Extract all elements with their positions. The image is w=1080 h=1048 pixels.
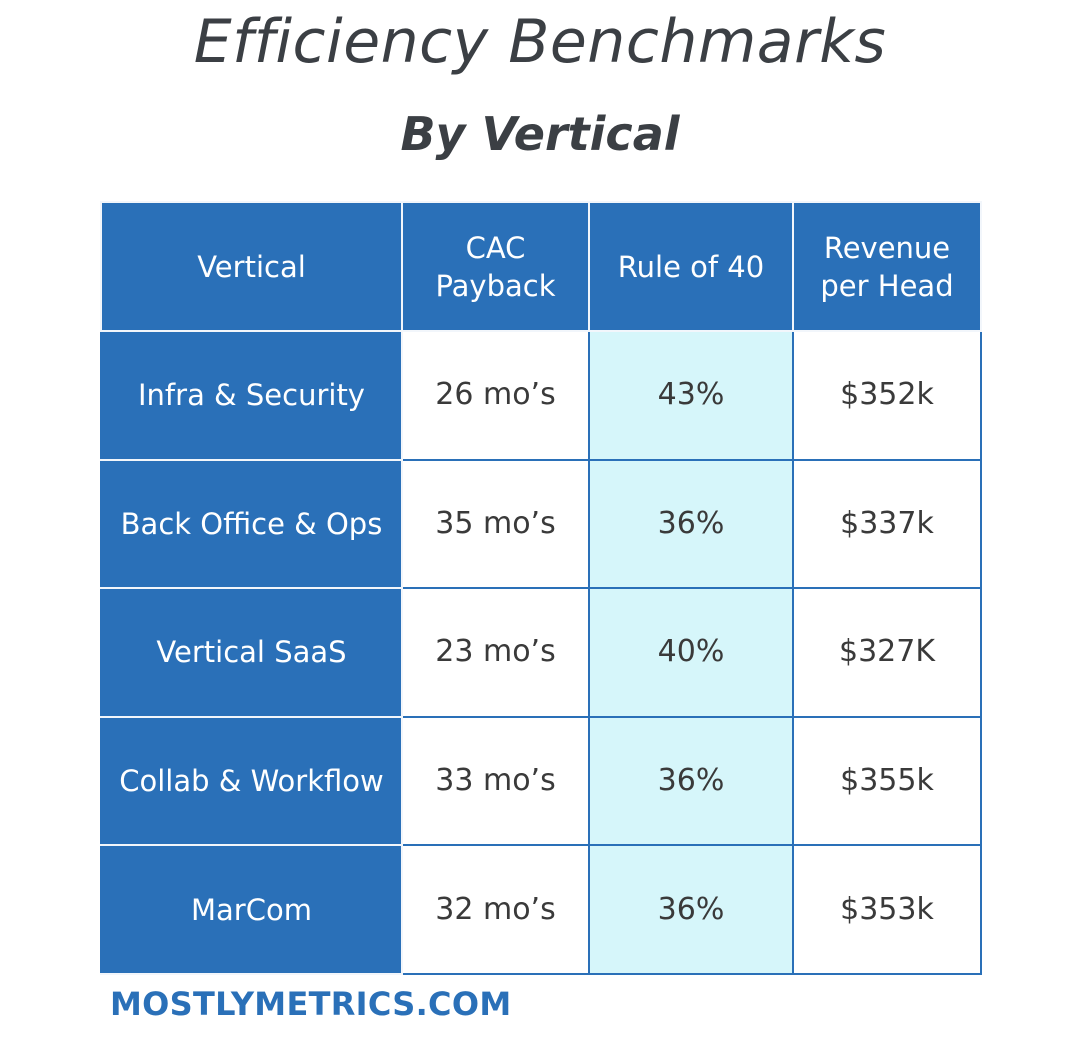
chart-subtitle: By Vertical [400,107,680,161]
cell-cac-payback: 35 mo’s [401,458,590,590]
table-row: Infra & Security 26 mo’s 43% $352k [100,330,982,461]
row-label-vertical: Vertical SaaS [100,587,403,718]
row-label-vertical: Back Office & Ops [100,458,403,590]
table-row: Back Office & Ops 35 mo’s 36% $337k [100,458,982,590]
footer-brand-link[interactable]: MOSTLYMETRICS.COM [110,985,512,1023]
column-header-rule-of-40: Rule of 40 [588,201,794,332]
row-label-vertical: Infra & Security [100,330,403,461]
cell-rule-of-40: 36% [588,844,794,975]
row-label-vertical: MarCom [100,844,403,975]
benchmarks-table-grid: Vertical CAC Payback Rule of 40 Revenue … [100,201,982,975]
cell-revenue-per-head: $352k [792,330,982,461]
cell-rule-of-40: 36% [588,458,794,590]
row-label-vertical: Collab & Workflow [100,715,403,847]
cell-rule-of-40: 40% [588,587,794,718]
column-header-cac-payback: CAC Payback [401,201,590,332]
cell-rule-of-40: 36% [588,715,794,847]
cell-revenue-per-head: $355k [792,715,982,847]
chart-title: Efficiency Benchmarks [193,7,887,77]
table-row: MarCom 32 mo’s 36% $353k [100,844,982,975]
cell-cac-payback: 33 mo’s [401,715,590,847]
cell-revenue-per-head: $327K [792,587,982,718]
cell-revenue-per-head: $353k [792,844,982,975]
table-row: Vertical SaaS 23 mo’s 40% $327K [100,587,982,718]
column-header-revenue-per-head: Revenue per Head [792,201,982,332]
column-header-vertical: Vertical [100,201,403,332]
benchmarks-table: Vertical CAC Payback Rule of 40 Revenue … [100,201,982,975]
cell-cac-payback: 32 mo’s [401,844,590,975]
table-header-row: Vertical CAC Payback Rule of 40 Revenue … [100,201,982,332]
cell-cac-payback: 23 mo’s [401,587,590,718]
cell-rule-of-40: 43% [588,330,794,461]
table-row: Collab & Workflow 33 mo’s 36% $355k [100,715,982,847]
cell-cac-payback: 26 mo’s [401,330,590,461]
cell-revenue-per-head: $337k [792,458,982,590]
